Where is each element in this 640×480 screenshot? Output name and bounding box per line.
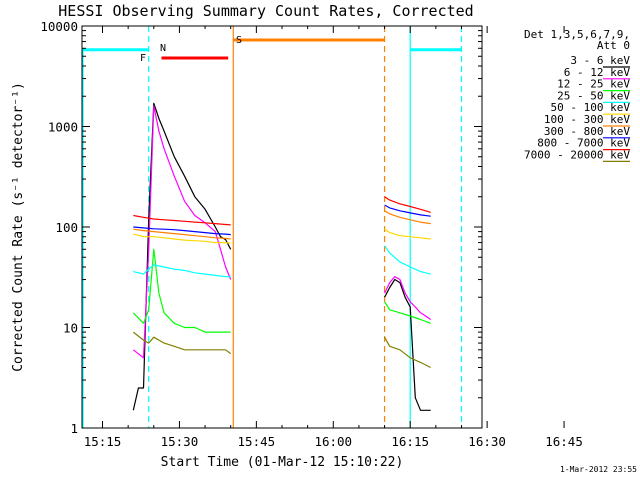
legend-header-attenuator: Att 0	[597, 39, 630, 52]
x-tick-label-1: 15:30	[161, 434, 199, 449]
series-line-2-seg-0	[132, 248, 231, 333]
plot-frame	[81, 25, 483, 429]
series-line-4-seg-0	[133, 233, 231, 244]
y-tick-label-2: 100	[55, 220, 78, 235]
legend-label-7: 800 - 7000 keV	[537, 137, 630, 150]
series-line-5-seg-1	[384, 210, 431, 225]
footer-date: 1-Mar-2012 23:55	[560, 465, 637, 474]
legend-label-3: 25 - 50 keV	[557, 89, 630, 102]
legend-label-2: 12 - 25 keV	[557, 78, 630, 91]
series-line-7-seg-0	[133, 214, 231, 226]
series-line-6-seg-1	[384, 204, 431, 217]
flag-label-n: N	[160, 43, 166, 54]
y-axis-label: Corrected Count Rate (s⁻¹ detector⁻¹)	[11, 82, 26, 372]
series-line-2-seg-1	[384, 301, 431, 324]
x-tick-label-6: 16:45	[545, 434, 583, 449]
legend-label-4: 50 - 100 keV	[551, 101, 631, 114]
y-tick-label-0: 1	[70, 421, 78, 436]
y-tick-label-1: 10	[63, 321, 78, 336]
series-line-4-seg-1	[384, 228, 431, 240]
legend-header-detectors: Det 1,3,5,6,7,9,	[524, 28, 630, 41]
x-axis-label: Start Time (01-Mar-12 15:10:22)	[161, 455, 404, 470]
series-line-8-seg-1	[384, 336, 431, 369]
series-line-1-seg-1	[384, 276, 432, 320]
legend-label-0: 3 - 6 keV	[570, 54, 630, 67]
x-tick-label-5: 16:30	[468, 434, 506, 449]
flag-label-s: S	[236, 35, 242, 46]
series-line-1-seg-0	[132, 105, 232, 359]
axes: 15:15 15:30 15:45 16:00 16:15 16:30 16:45 1 10 10…	[40, 19, 583, 449]
y-tick-label-4: 10000	[40, 19, 78, 34]
series-line-5-seg-0	[133, 228, 231, 240]
series-line-3-seg-1	[384, 245, 431, 275]
legend-label-1: 6 - 12 keV	[564, 66, 631, 79]
plot-area: F N S	[82, 26, 463, 428]
legend-label-6: 300 - 800 keV	[544, 125, 630, 138]
series-line-7-seg-1	[384, 196, 431, 213]
series-line-6-seg-0	[133, 226, 231, 236]
series-line-3-seg-0	[133, 264, 231, 278]
x-tick-label-4: 16:15	[391, 434, 429, 449]
series-line-8-seg-0	[132, 331, 232, 355]
y-tick-label-3: 1000	[48, 120, 78, 135]
legend-label-8: 7000 - 20000 keV	[524, 148, 630, 161]
chart-title: HESSI Observing Summary Count Rates, Cor…	[58, 2, 473, 20]
x-tick-label-3: 16:00	[314, 434, 352, 449]
flag-label-f: F	[140, 53, 146, 64]
legend-label-5: 100 - 300 keV	[544, 113, 630, 126]
series-line-0-seg-1	[384, 278, 431, 411]
x-tick-label-0: 15:15	[84, 434, 122, 449]
x-tick-label-2: 15:45	[238, 434, 276, 449]
